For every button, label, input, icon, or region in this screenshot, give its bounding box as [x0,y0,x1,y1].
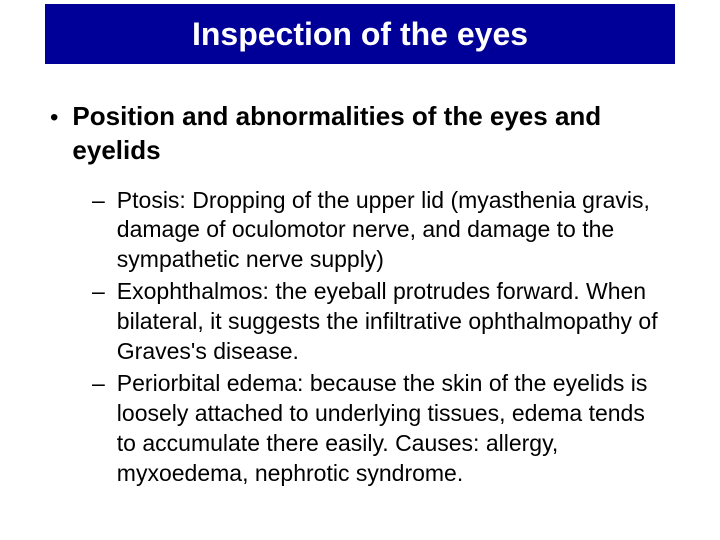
bullet-icon: • [50,102,58,168]
sub-bullet: – Ptosis: Dropping of the upper lid (mya… [92,186,670,276]
sub-bullet-text: Exophthalmos: the eyeball protrudes forw… [117,277,670,367]
sub-bullet: – Periorbital edema: because the skin of… [92,369,670,489]
sub-bullet-text: Periorbital edema: because the skin of t… [117,369,670,489]
title-bar: Inspection of the eyes [45,4,675,64]
dash-icon: – [92,186,105,276]
sub-bullets: – Ptosis: Dropping of the upper lid (mya… [92,186,670,489]
dash-icon: – [92,277,105,367]
main-bullet-text: Position and abnormalities of the eyes a… [72,100,670,168]
slide-title: Inspection of the eyes [192,16,528,53]
sub-bullet: – Exophthalmos: the eyeball protrudes fo… [92,277,670,367]
main-bullet: • Position and abnormalities of the eyes… [50,100,670,168]
content-area: • Position and abnormalities of the eyes… [50,100,670,491]
sub-bullet-text: Ptosis: Dropping of the upper lid (myast… [117,186,670,276]
dash-icon: – [92,369,105,489]
